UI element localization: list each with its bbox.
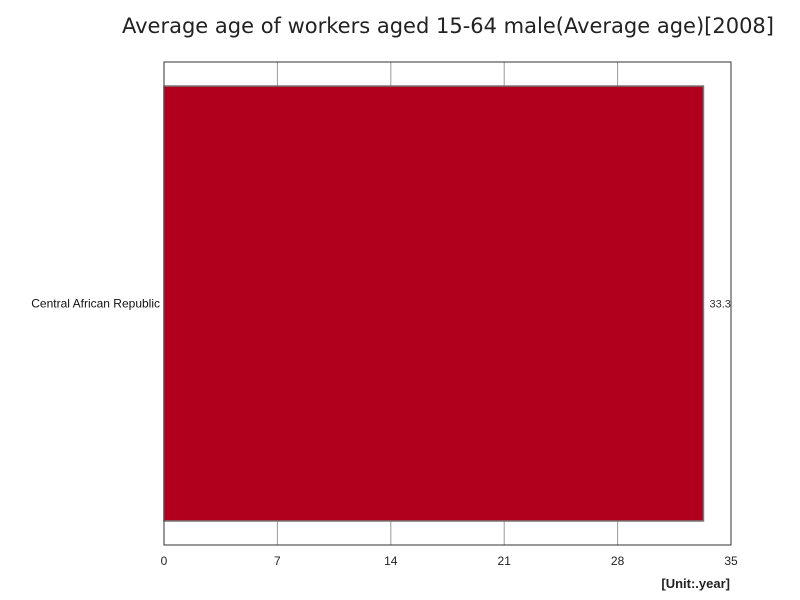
value-label: 33.3 <box>709 299 730 311</box>
plot-frame <box>163 61 732 546</box>
category-label: Central African Republic <box>31 297 160 311</box>
x-tick-label: 0 <box>161 554 168 568</box>
x-tick-label: 28 <box>611 554 625 568</box>
labels: Central African Republic 33.3 <box>31 297 731 311</box>
x-tick-label: 14 <box>384 554 398 568</box>
x-tick-label: 21 <box>498 554 512 568</box>
bar <box>163 85 705 522</box>
bars <box>163 85 705 522</box>
x-tick-label: 7 <box>274 554 281 568</box>
unit-label: [Unit:.year] <box>661 576 730 591</box>
x-tick-label: 35 <box>724 554 738 568</box>
chart-title: Average age of workers aged 15-64 male(A… <box>121 14 774 38</box>
x-axis-ticks: 0 7 14 21 28 35 <box>161 554 738 568</box>
